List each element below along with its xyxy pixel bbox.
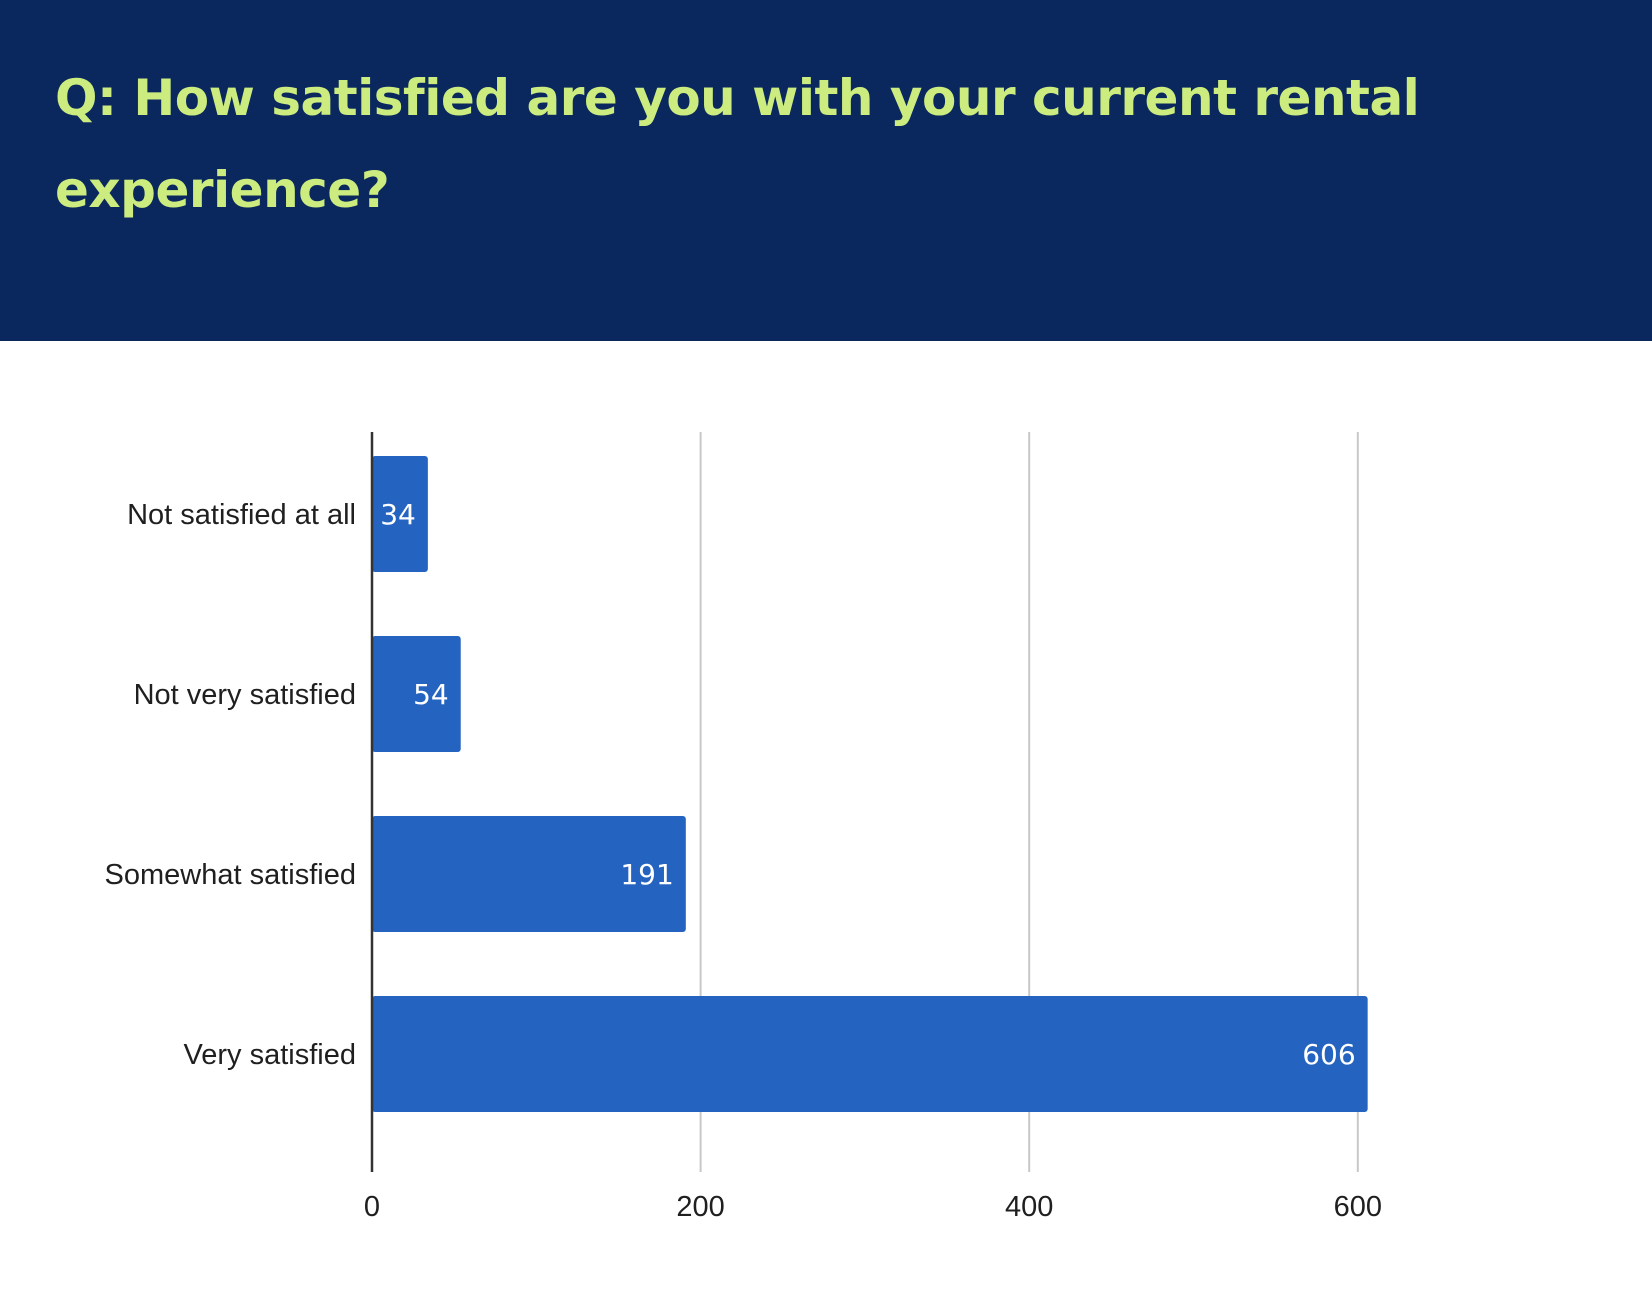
data-label-3: 606	[1302, 1038, 1355, 1071]
category-label-0: Not satisfied at all	[127, 499, 356, 531]
category-label-2: Somewhat satisfied	[105, 859, 356, 891]
bar-3[interactable]	[372, 996, 1368, 1112]
category-label-1: Not very satisfied	[134, 679, 356, 711]
page-title: Q: How satisfied are you with your curre…	[55, 69, 1420, 219]
x-tick-label-200: 200	[676, 1191, 724, 1223]
data-label-0: 34	[380, 498, 416, 531]
bar-0[interactable]	[372, 456, 428, 572]
category-label-3: Very satisfied	[184, 1039, 356, 1071]
data-label-2: 191	[620, 858, 673, 891]
header-banner: Q: How satisfied are you with your curre…	[0, 0, 1652, 341]
satisfaction-bar-chart: Not satisfied at all 34 Not very satisfied…	[105, 432, 1382, 1223]
x-tick-label-0: 0	[364, 1191, 380, 1223]
data-label-1: 54	[413, 678, 449, 711]
x-tick-label-400: 400	[1005, 1191, 1053, 1223]
bar-1[interactable]	[372, 636, 461, 752]
chart-area: Not satisfied at all 34 Not very satisfied…	[0, 341, 1652, 1312]
x-tick-label-600: 600	[1334, 1191, 1382, 1223]
bar-2[interactable]	[372, 816, 686, 932]
